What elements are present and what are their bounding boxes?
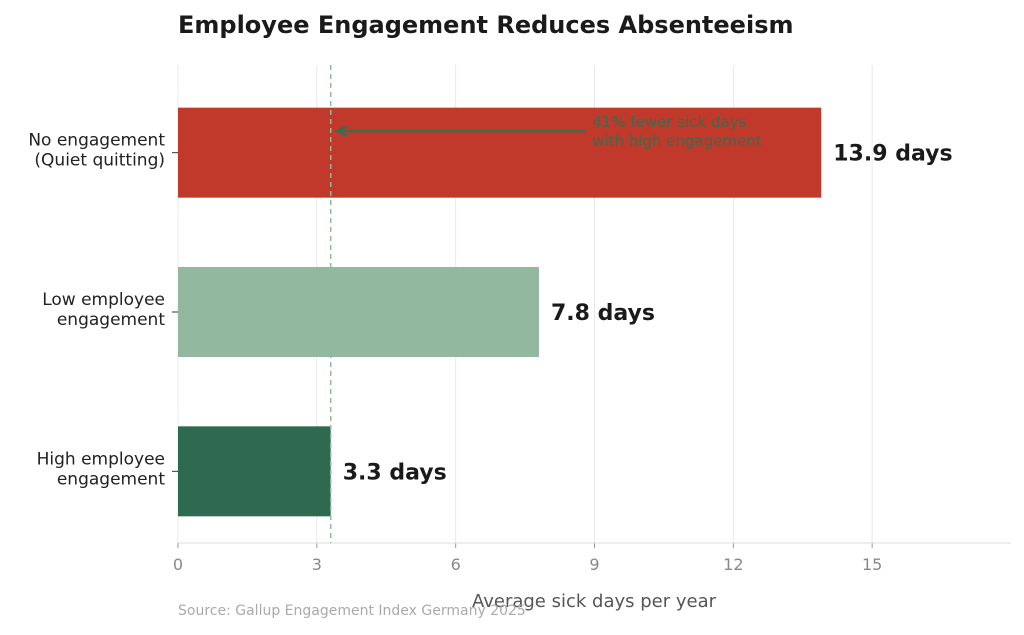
x-tick-label: 3 bbox=[312, 555, 322, 574]
x-tick-label: 9 bbox=[589, 555, 599, 574]
x-tick-label: 0 bbox=[173, 555, 183, 574]
x-tick-label: 6 bbox=[451, 555, 461, 574]
y-tick-label: Low employee bbox=[42, 290, 165, 310]
x-tick-label: 12 bbox=[723, 555, 743, 574]
arrow-head-icon bbox=[334, 124, 348, 138]
y-tick-label: engagement bbox=[57, 310, 165, 330]
y-tick-label: (Quiet quitting) bbox=[34, 151, 165, 171]
bar-value-label: 3.3 days bbox=[343, 460, 447, 485]
y-tick-label: engagement bbox=[57, 469, 165, 489]
bar-value-label: 7.8 days bbox=[551, 301, 655, 326]
bar-value-label: 13.9 days bbox=[833, 142, 952, 167]
x-axis-label: Average sick days per year bbox=[472, 591, 717, 612]
bar bbox=[178, 267, 539, 357]
chart-title: Employee Engagement Reduces Absenteeism bbox=[178, 11, 793, 39]
annotation-text: with high engagement bbox=[592, 132, 762, 150]
annotation-text: 41% fewer sick days bbox=[592, 113, 746, 131]
y-tick-label: High employee bbox=[37, 449, 165, 469]
y-tick-label: No engagement bbox=[28, 131, 165, 151]
bar bbox=[178, 426, 331, 517]
source-note: Source: Gallup Engagement Index Germany … bbox=[178, 603, 526, 619]
x-tick-label: 15 bbox=[862, 555, 882, 574]
bar bbox=[178, 107, 822, 198]
